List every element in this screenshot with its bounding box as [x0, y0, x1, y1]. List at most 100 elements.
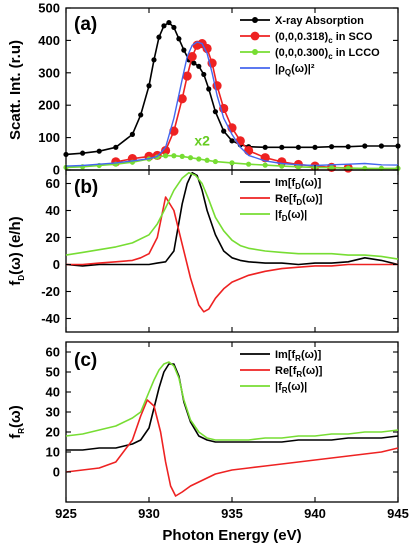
y-tick-label: 60: [46, 176, 60, 191]
y-tick-label: 400: [38, 33, 60, 48]
data-point-xas: [138, 112, 144, 118]
data-point-sco: [177, 94, 187, 104]
panel-a: 0 100 200 300 400 500 (a) Scatt. Int. (r.u) x…: [7, 1, 401, 178]
data-point-xas: [262, 144, 268, 150]
data-point-xas: [191, 60, 197, 66]
legend-label-sub: D: [282, 214, 288, 223]
y-tick-label: 20: [46, 425, 60, 440]
panel-c-ylabel-tail: (ω): [7, 405, 24, 428]
data-point-xas: [129, 131, 135, 137]
panel-a-legend: X-ray Absorption (0,0,0.318)c in SCO (0,0,…: [240, 15, 380, 77]
legend-label-tail: in SCO: [333, 31, 373, 43]
legend-label-sub: c: [328, 52, 333, 61]
panel-b-legend: Im[fD(ω)]Re[fD(ω)]|fD(ω)|: [240, 177, 323, 223]
data-point-sco: [161, 145, 171, 156]
y-tick-label: -40: [41, 311, 60, 326]
panel-b-label: (b): [74, 177, 98, 198]
panel-c-y-ticks: 0 10 20 30 40 50 60: [46, 345, 398, 480]
legend-label-im: Im[fD(ω)]: [275, 177, 322, 191]
data-point-lcco: [279, 163, 285, 169]
y-tick-label: 300: [38, 65, 60, 80]
data-point-lcco: [163, 153, 169, 159]
legend-label-tail: (ω)]: [301, 177, 322, 189]
legend-label-main: |f: [275, 381, 282, 393]
data-point-lcco: [246, 161, 252, 167]
panel-c-label: (c): [74, 350, 97, 371]
data-point-lcco: [179, 153, 185, 159]
legend-marker-sco: [250, 31, 260, 41]
legend-label-sub: c: [328, 36, 333, 45]
data-point-sco: [235, 136, 245, 146]
data-point-xas: [146, 83, 152, 89]
data-point-sco: [244, 145, 254, 156]
legend-label-abs: |fR(ω)|: [275, 381, 307, 395]
x-tick-labels: 925 930 935 940 945: [55, 506, 409, 521]
legend-label-sub: D: [295, 182, 301, 191]
data-point-sco: [202, 43, 212, 54]
data-point-xas: [378, 143, 384, 149]
series-line-re: [66, 196, 398, 313]
legend-label-main: Re[f: [275, 365, 297, 377]
panel-c-y-axis-label: fR(ω): [7, 405, 26, 438]
legend-label-rho: |ρQ(ω)|²: [275, 63, 315, 77]
legend-label-sub: R: [296, 370, 302, 379]
y-tick-label: 0: [53, 257, 60, 272]
legend-label-main: |ρ: [275, 63, 285, 75]
panel-a-annotation: x2: [194, 133, 210, 149]
legend-label-main: Im[f: [275, 177, 296, 189]
y-tick-label: 30: [46, 405, 60, 420]
x-tick-label: 930: [138, 506, 160, 521]
legend-label-sub: Q: [285, 68, 291, 77]
data-point-sco: [187, 52, 197, 62]
legend-label-main: Re[f: [275, 193, 297, 205]
x-tick-label: 925: [55, 506, 77, 521]
data-point-xas: [80, 150, 86, 156]
data-point-xas: [196, 63, 202, 69]
data-point-xas: [151, 57, 157, 63]
y-tick-label: 200: [38, 98, 60, 113]
series-line-abs: [65, 361, 399, 441]
panel-a-y-ticks: 0 100 200 300 400 500: [38, 1, 398, 178]
panel-b-frame: [65, 169, 399, 333]
panel-c-x-ticks: [65, 342, 399, 502]
data-point-xas: [229, 138, 235, 144]
y-tick-label: 60: [46, 345, 60, 360]
legend-label-sco: (0,0,0.318)c in SCO: [275, 31, 373, 45]
panel-c-ylabel-main: f: [7, 433, 24, 439]
data-point-sco: [169, 126, 179, 136]
y-tick-label: 0: [53, 163, 60, 178]
legend-marker-xas: [252, 17, 258, 23]
legend-label-im: Im[fR(ω)]: [275, 349, 322, 363]
x-axis-label: Photon Energy (eV): [162, 527, 301, 544]
y-tick-label: 500: [38, 1, 60, 16]
x-tick-label: 945: [387, 506, 409, 521]
series-line-abs: [65, 171, 399, 260]
series-line-im: [66, 363, 399, 451]
legend-label-lcco: (0,0,0.300)c in LCCO: [275, 47, 380, 61]
legend-label-sub: R: [282, 386, 288, 395]
data-point-lcco: [187, 155, 194, 161]
data-point-xas: [161, 23, 167, 29]
y-tick-label: 20: [46, 230, 60, 245]
data-point-xas: [171, 24, 177, 31]
legend-label-xas: X-ray Absorption: [275, 15, 364, 27]
data-point-xas: [206, 86, 212, 92]
data-point-xas: [212, 109, 218, 115]
panel-b-ylabel-main: f: [7, 280, 24, 286]
legend-marker-lcco: [252, 49, 258, 55]
x-tick-label: 940: [304, 506, 326, 521]
data-point-xas: [329, 144, 335, 150]
data-point-xas: [295, 144, 301, 150]
y-tick-label: -20: [41, 284, 60, 299]
series-line-re: [65, 399, 399, 497]
panel-b-y-axis-label: fD(ω) (e/h): [7, 216, 26, 285]
data-point-lcco: [329, 165, 335, 171]
legend-label-re: Re[fR(ω)]: [275, 365, 323, 379]
panel-b-ylabel-sub: D: [17, 275, 26, 281]
legend-label-tail: (ω)]: [302, 365, 323, 377]
data-point-lcco: [229, 160, 235, 166]
data-point-xas: [345, 144, 351, 150]
